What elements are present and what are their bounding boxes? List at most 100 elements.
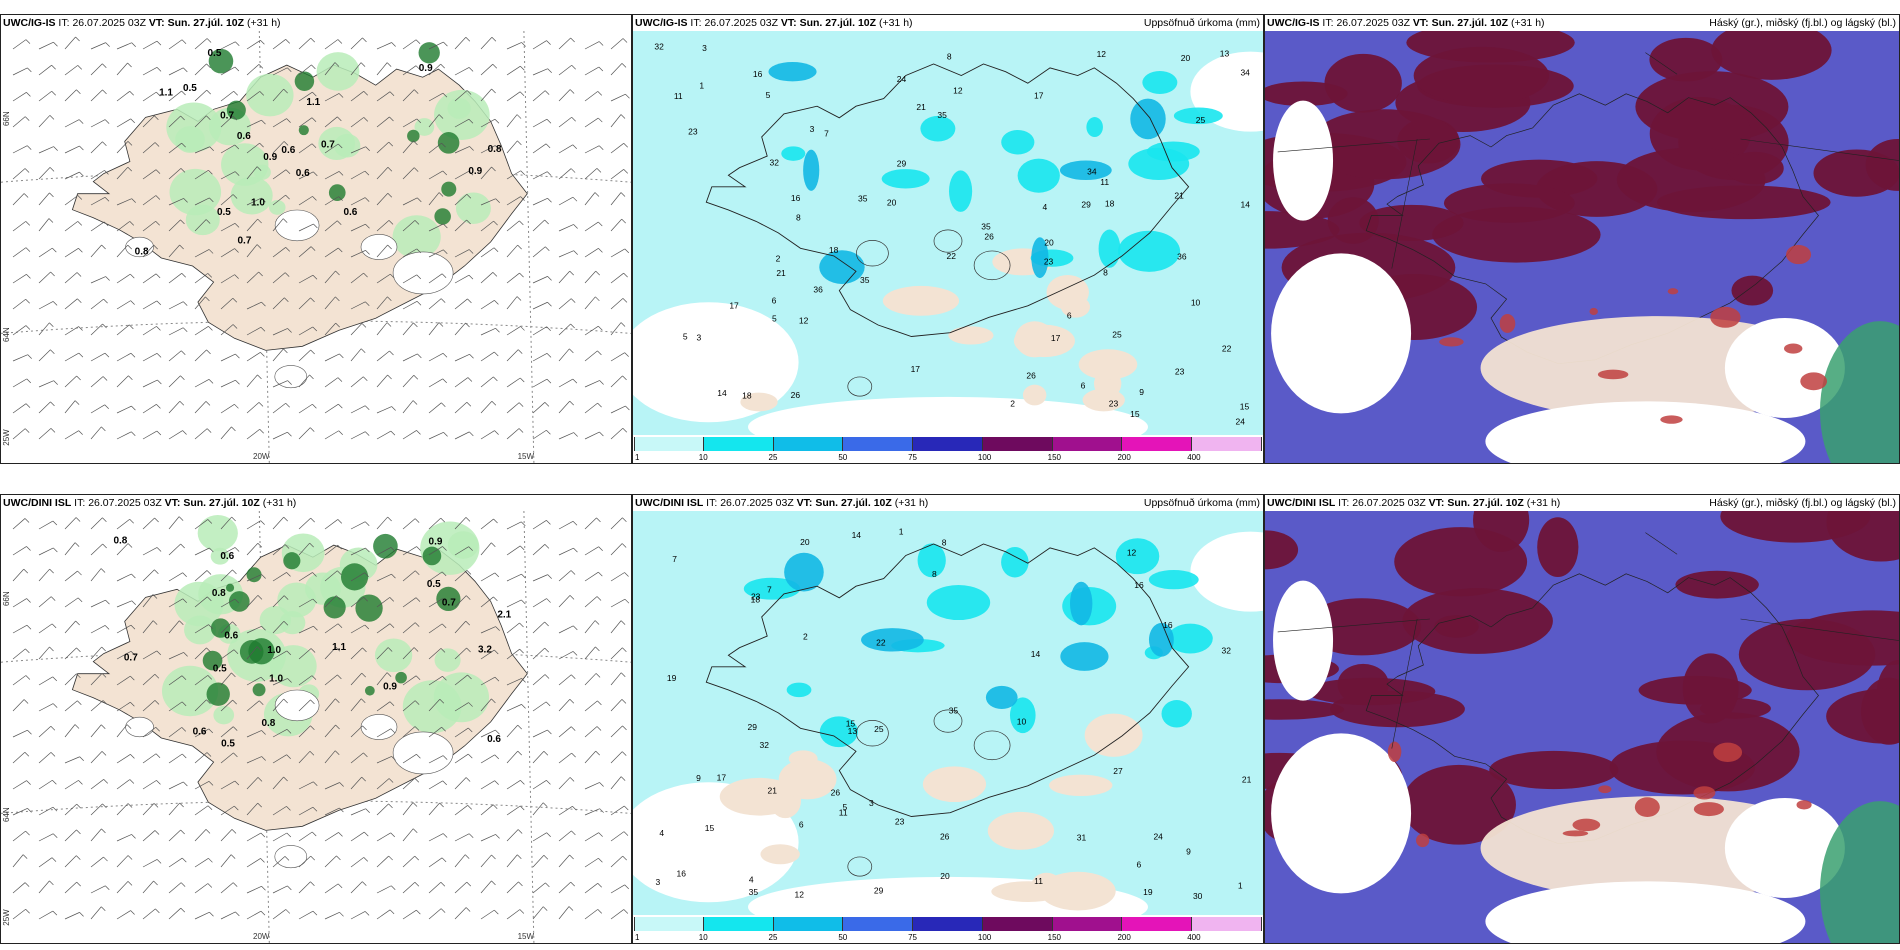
wind-barb [90,170,105,180]
wind-barb-feather [338,247,343,253]
wind-barb-feather [208,249,214,254]
wind-barb [532,674,546,686]
wind-barb-feather [337,623,343,628]
precip-value-label: 20 [887,197,897,207]
wind-barb-feather [25,830,30,836]
wind-barb-feather [312,572,317,577]
wind-barb-feather [102,517,107,523]
wind-barb-feather [53,380,58,385]
wind-barb-feather [438,322,444,327]
colorbar-tick-label: 25 [768,453,778,462]
wind-barb-feather [127,881,133,886]
wind-barb [532,40,547,50]
lat-label-64n: 64N [2,807,11,822]
grid-line [1645,532,1678,555]
wind-barb [428,857,443,868]
wind-barb [168,430,183,440]
wind-barb-feather [363,272,368,278]
wind-barb [506,704,522,712]
wind-barb-feather [284,856,290,861]
wind-barb [90,221,105,232]
wind-barb-feather [467,298,472,304]
wind-barb-feather [622,647,627,652]
wind-barb [38,41,54,50]
wind-barb-feather [285,194,290,200]
wind-barb [428,63,441,76]
wind-barb [194,273,208,284]
precip-value-label: 32 [770,158,780,168]
wind-barb-feather [622,855,627,861]
wind-barb [584,571,599,582]
precip-value-label: 19 [667,673,677,683]
precip-value-label: 0.9 [419,63,433,74]
wind-barb [584,41,600,50]
wind-barb [116,300,131,310]
high-cloud-area [1401,764,1516,845]
wind-barb-feather [208,379,214,384]
precip-value-label: 3 [696,333,701,343]
wind-barb [402,828,414,842]
wind-barb-feather [494,351,499,357]
wind-barb-feather [181,39,187,44]
wind-barb [298,427,311,440]
wind-barb-feather [465,322,470,328]
wind-barb [376,116,390,128]
wind-barb [558,674,572,686]
wind-barb-feather [599,808,604,813]
wind-barb [480,880,492,894]
wind-barb [38,192,50,206]
wind-barb-feather [495,328,500,333]
wind-barb [142,115,155,128]
wind-barb-feather [103,856,108,862]
wind-barb [116,244,129,258]
wind-barb-feather [155,273,161,279]
wind-barb [376,374,388,388]
wind-barb-feather [598,832,603,837]
wind-barb-feather [179,620,184,626]
wind-barb [584,673,597,686]
high-cloud-area [1413,46,1550,105]
precip-value-label: 0.7 [237,236,251,247]
wind-barb [12,39,27,50]
wind-barb-feather [443,249,448,255]
low-precip-land [991,881,1066,902]
wind-barb-feather [102,63,107,68]
wind-barb-feather [572,806,577,811]
wind-barb-feather [312,910,318,916]
precip-area [1148,622,1174,657]
wind-barb-feather [27,729,32,735]
wind-barb [194,752,208,764]
wind-barb [480,376,494,388]
wind-barb [246,166,258,180]
wind-barb-feather [153,244,158,250]
wind-barb-feather [257,802,262,808]
wind-barb-feather [154,142,160,147]
precip-value-label: 32 [1222,646,1232,656]
wind-barb-feather [386,322,392,327]
wind-barb-feather [257,595,263,600]
wind-barb [350,117,365,128]
wind-barb-feather [334,750,340,755]
wind-barb-feather [183,198,188,203]
wind-barb-feather [521,42,526,47]
precip-area-light [230,176,273,215]
wind-barb-feather [78,248,83,253]
wind-barb [194,519,209,530]
wind-barb [116,724,128,738]
wind-barb-feather [624,352,629,357]
wind-barb [402,374,415,388]
wind-barb [584,145,600,154]
precip-area-light [269,199,286,215]
wind-barb-feather [389,116,394,122]
wind-barb-feather [547,729,552,735]
wind-barb [38,401,51,414]
precip-area-heavy [298,125,309,136]
wind-barb [532,326,547,336]
wind-barb-feather [257,374,262,380]
wind-barb-feather [127,244,133,250]
wind-barb-feather [415,597,421,602]
wind-barb-feather [206,115,211,120]
wind-barb-feather [438,114,444,119]
wind-barb [350,37,363,50]
wind-barb [558,168,572,180]
